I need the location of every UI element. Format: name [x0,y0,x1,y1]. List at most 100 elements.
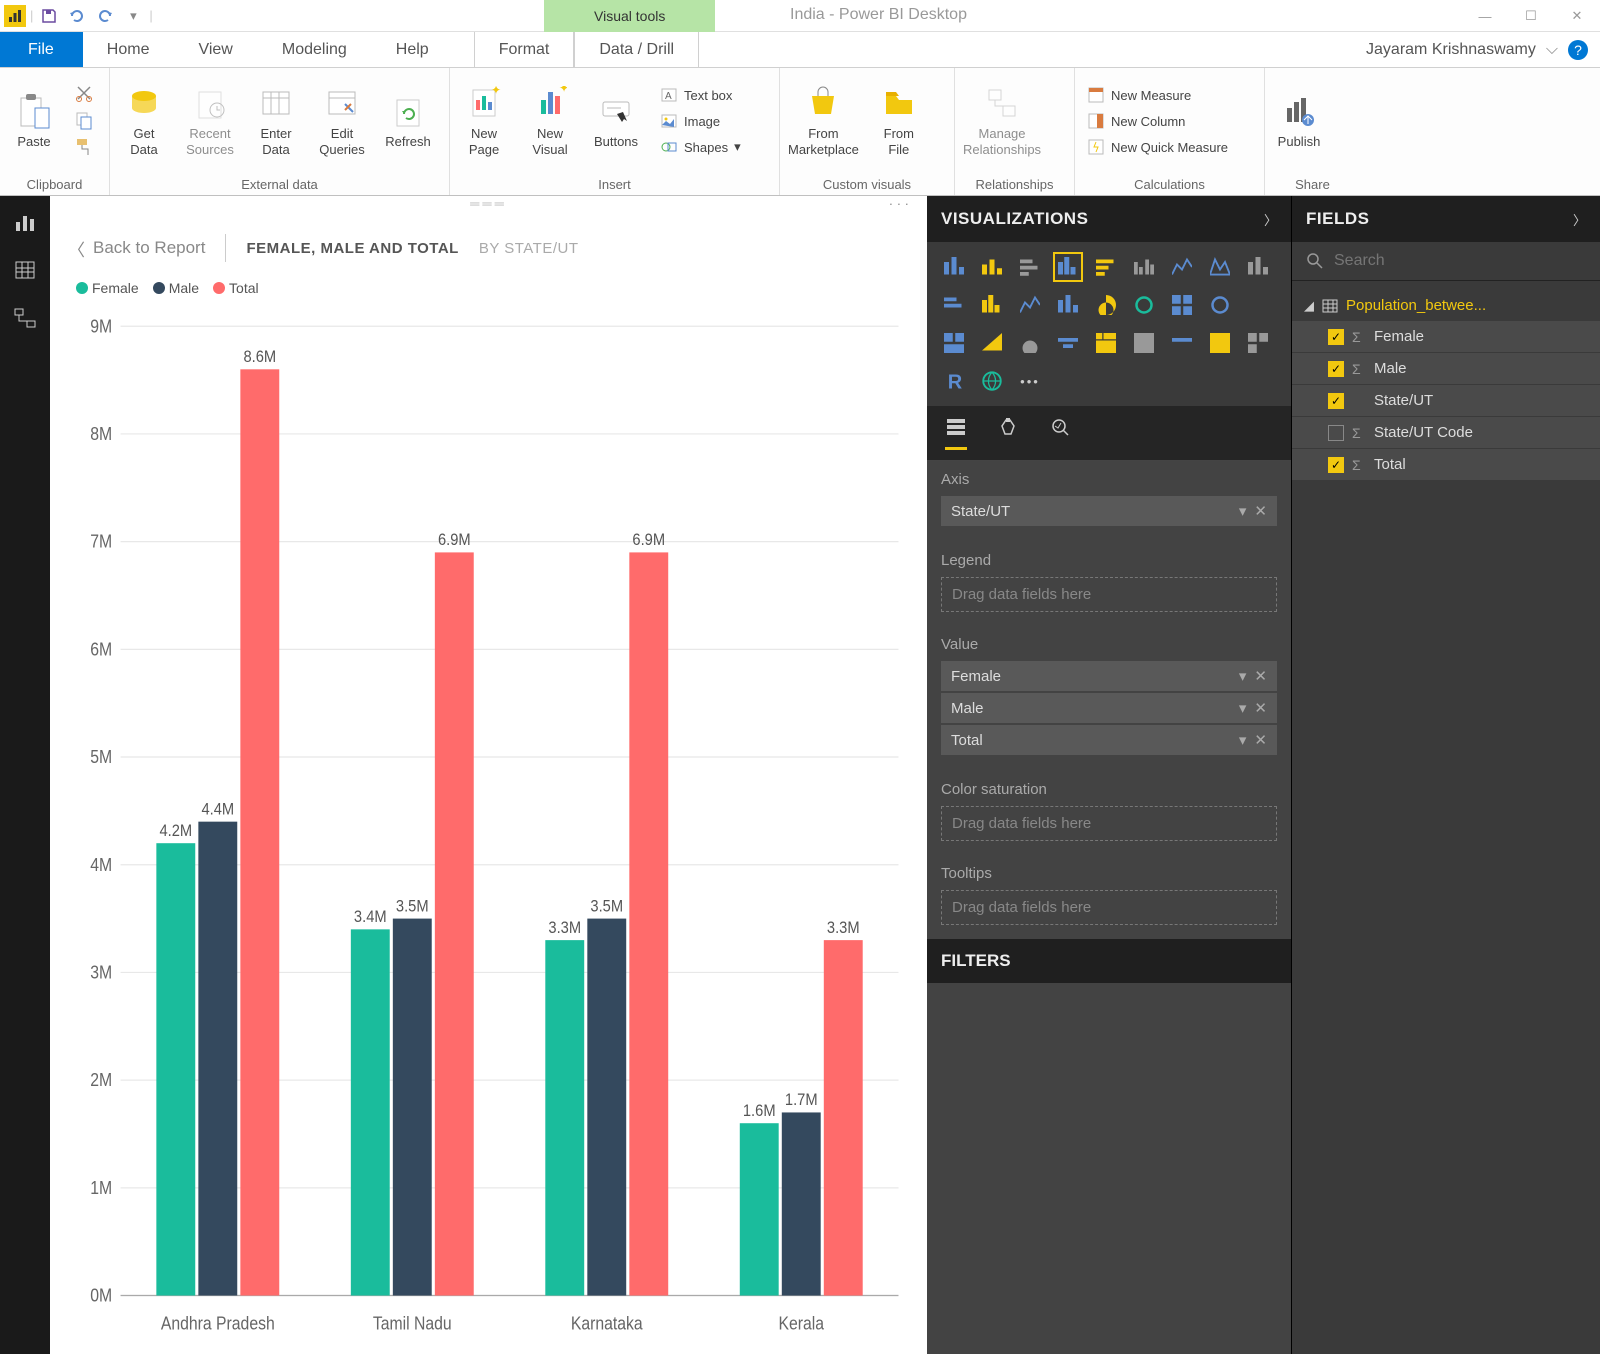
bar-chart[interactable]: 0M1M2M3M4M5M6M7M8M9M4.2M4.4M8.6MAndhra P… [68,302,909,1344]
back-to-report-button[interactable]: 〈Back to Report [68,236,205,261]
analytics-tab-icon[interactable] [1049,416,1071,450]
field-item[interactable]: ✓ΣMale [1292,353,1600,384]
report-view-icon[interactable] [11,208,39,236]
field-item[interactable]: ΣState/UT Code [1292,417,1600,448]
save-icon[interactable] [37,4,61,28]
image-button[interactable]: Image [656,110,748,132]
redo-icon[interactable] [93,4,117,28]
format-tab-icon[interactable] [997,416,1019,450]
value-item-female[interactable]: Female▾✕ [941,661,1277,691]
enter-data-button[interactable]: EnterData [250,84,302,157]
viz-type-icon[interactable] [1091,328,1121,358]
from-marketplace-button[interactable]: FromMarketplace [788,84,859,157]
legend-total[interactable]: Total [213,280,259,296]
viz-type-icon[interactable] [939,252,969,282]
viz-type-icon[interactable] [1129,252,1159,282]
viz-type-icon[interactable] [1015,290,1045,320]
customize-qat-icon[interactable]: ▾ [121,4,145,28]
viz-type-icon[interactable] [1129,328,1159,358]
viz-type-icon[interactable]: R [939,366,969,396]
grip-icon[interactable]: ═══ [470,196,507,211]
tab-file[interactable]: File [0,32,83,67]
field-item[interactable]: ✓ΣFemale [1292,321,1600,352]
more-menu-icon[interactable]: · · · [889,196,909,211]
dropdown-icon[interactable]: ▾ [1239,502,1247,520]
viz-type-icon[interactable] [1053,290,1083,320]
remove-icon[interactable]: ✕ [1254,667,1267,685]
tab-modeling[interactable]: Modeling [258,32,372,67]
checkbox[interactable]: ✓ [1328,393,1344,409]
from-file-button[interactable]: FromFile [873,84,925,157]
axis-item-state[interactable]: State/UT▾✕ [941,496,1277,526]
remove-icon[interactable]: ✕ [1254,731,1267,749]
tab-view[interactable]: View [174,32,257,67]
viz-type-icon[interactable] [1205,328,1235,358]
viz-type-icon[interactable] [1015,328,1045,358]
remove-icon[interactable]: ✕ [1254,502,1267,520]
new-visual-button[interactable]: ✦NewVisual [524,84,576,157]
viz-type-icon[interactable] [1129,290,1159,320]
value-item-total[interactable]: Total▾✕ [941,725,1277,755]
globe-icon[interactable] [977,366,1007,396]
refresh-button[interactable]: Refresh [382,92,434,150]
manage-relationships-button[interactable]: ManageRelationships [963,84,1041,157]
data-view-icon[interactable] [11,256,39,284]
new-quick-measure-button[interactable]: New Quick Measure [1083,136,1232,158]
recent-sources-button[interactable]: RecentSources [184,84,236,157]
viz-type-icon[interactable] [977,290,1007,320]
collapse-icon[interactable]: 〉 [1573,210,1586,229]
textbox-button[interactable]: AText box [656,84,748,106]
viz-type-icon[interactable] [1053,328,1083,358]
checkbox[interactable]: ✓ [1328,361,1344,377]
viz-type-icon[interactable] [1167,252,1197,282]
tooltips-drop-zone[interactable]: Drag data fields here [941,890,1277,925]
legend-male[interactable]: Male [153,280,199,296]
shapes-button[interactable]: Shapes ▾ [656,136,748,158]
checkbox[interactable]: ✓ [1328,457,1344,473]
viz-type-icon[interactable] [1053,252,1083,282]
tab-data-drill[interactable]: Data / Drill [574,32,699,67]
copy-icon[interactable] [74,110,94,133]
checkbox[interactable]: ✓ [1328,329,1344,345]
field-item[interactable]: ✓State/UT [1292,385,1600,416]
dropdown-icon[interactable]: ▾ [1239,731,1247,749]
new-page-button[interactable]: ✦NewPage [458,84,510,157]
remove-icon[interactable]: ✕ [1254,699,1267,717]
paste-button[interactable]: Paste [8,92,60,150]
tab-home[interactable]: Home [83,32,175,67]
publish-button[interactable]: Publish [1273,92,1325,150]
legend-drop-zone[interactable]: Drag data fields here [941,577,1277,612]
viz-type-icon[interactable] [1205,290,1235,320]
model-view-icon[interactable] [11,304,39,332]
table-population[interactable]: ◢ Population_betwee... [1292,291,1600,320]
tab-help[interactable]: Help [372,32,454,67]
more-visuals-icon[interactable]: ••• [1015,366,1045,396]
new-column-button[interactable]: New Column [1083,110,1232,132]
get-data-button[interactable]: GetData [118,84,170,157]
dropdown-icon[interactable]: ▾ [1239,699,1247,717]
filters-header[interactable]: FILTERS [927,939,1291,983]
undo-icon[interactable] [65,4,89,28]
viz-type-icon[interactable] [1205,252,1235,282]
minimize-button[interactable]: — [1462,0,1508,32]
viz-type-icon[interactable] [1091,252,1121,282]
close-button[interactable]: ✕ [1554,0,1600,32]
cut-icon[interactable] [74,83,94,106]
search-box[interactable] [1292,242,1600,281]
viz-type-icon[interactable] [1243,252,1273,282]
viz-type-icon[interactable] [1015,252,1045,282]
viz-type-icon[interactable] [977,252,1007,282]
edit-queries-button[interactable]: EditQueries [316,84,368,157]
user-name[interactable]: Jayaram Krishnaswamy [1366,41,1536,59]
value-item-male[interactable]: Male▾✕ [941,693,1277,723]
field-item[interactable]: ✓ΣTotal [1292,449,1600,480]
fields-tab-icon[interactable] [945,416,967,450]
viz-type-icon[interactable] [1243,328,1273,358]
user-chevron-icon[interactable]: ⌵ [1546,41,1558,59]
viz-type-icon[interactable] [939,328,969,358]
help-icon[interactable]: ? [1568,40,1588,60]
viz-type-icon[interactable] [1167,290,1197,320]
maximize-button[interactable]: ☐ [1508,0,1554,32]
viz-type-icon[interactable] [1091,290,1121,320]
tab-format[interactable]: Format [474,32,575,67]
